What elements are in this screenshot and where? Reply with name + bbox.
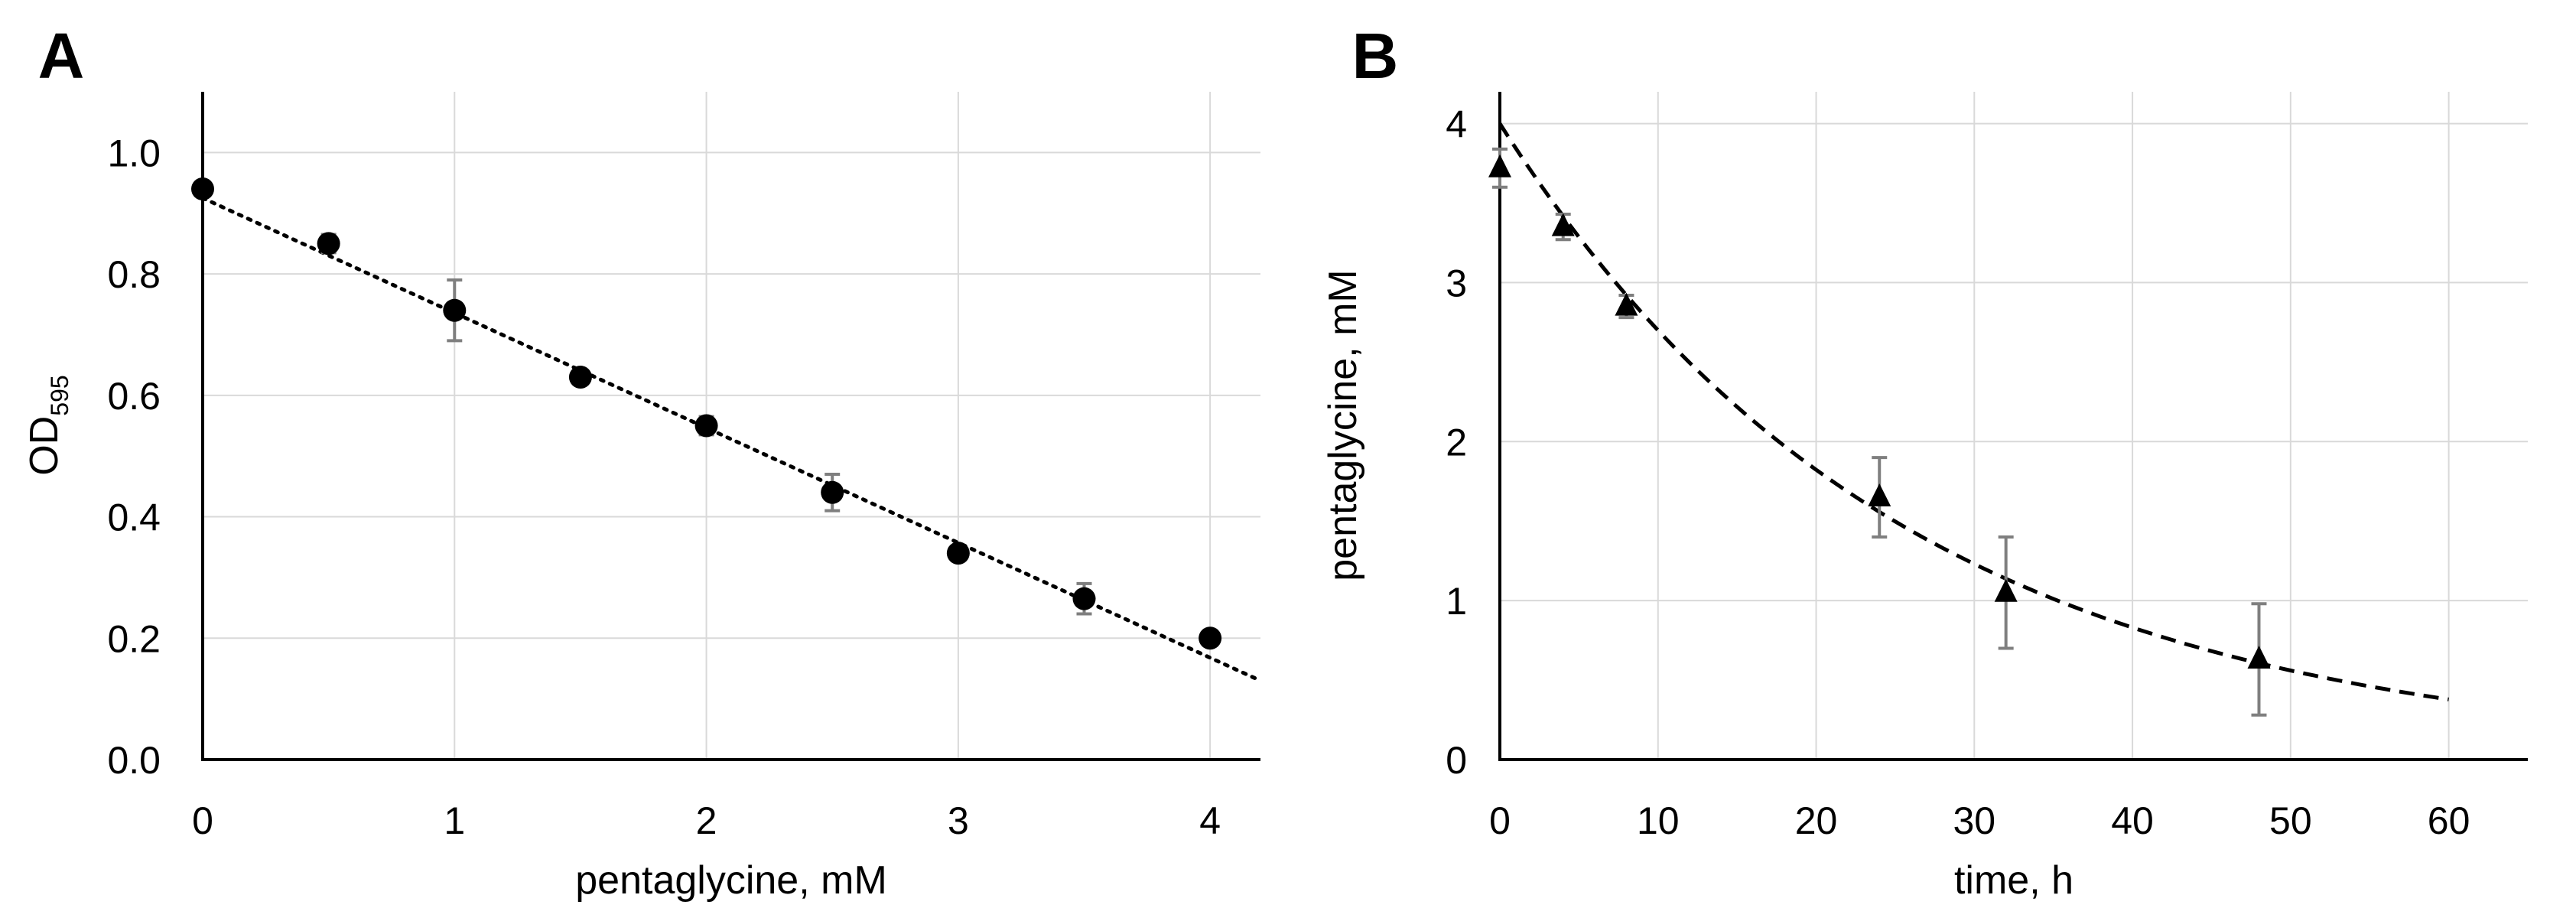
x-tick-label: 3 bbox=[948, 799, 969, 842]
y-axis-title-main: pentaglycine, mM bbox=[1321, 269, 1365, 581]
data-point bbox=[317, 232, 340, 255]
data-point bbox=[1868, 483, 1891, 507]
y-tick-label: 4 bbox=[1446, 103, 1467, 146]
x-tick-label: 60 bbox=[2428, 799, 2470, 842]
y-axis-title: OD595 bbox=[22, 375, 73, 475]
panel-label: B bbox=[1352, 20, 1399, 92]
data-point bbox=[821, 480, 844, 504]
x-tick-label: 4 bbox=[1199, 799, 1221, 842]
data-point bbox=[1615, 292, 1638, 316]
x-tick-label: 0 bbox=[1489, 799, 1511, 842]
y-axis-title-main: OD bbox=[22, 416, 67, 476]
y-tick-label: 0.4 bbox=[107, 496, 161, 539]
trendline bbox=[200, 196, 1263, 683]
trendline bbox=[1498, 122, 2449, 701]
x-tick-label: 30 bbox=[1953, 799, 1995, 842]
data-point bbox=[1072, 587, 1096, 610]
x-axis-title: pentaglycine, mM bbox=[575, 858, 887, 903]
data-point bbox=[443, 298, 467, 322]
data-point bbox=[191, 177, 214, 200]
x-tick-label: 0 bbox=[192, 799, 213, 842]
data-point bbox=[2247, 646, 2271, 669]
y-tick-label: 1 bbox=[1446, 580, 1467, 623]
y-tick-label: 0.2 bbox=[107, 617, 161, 660]
y-tick-label: 0 bbox=[1446, 739, 1467, 782]
data-point bbox=[1994, 578, 2018, 602]
y-tick-label: 0.8 bbox=[107, 253, 161, 296]
data-point bbox=[1488, 154, 1511, 177]
y-tick-label: 1.0 bbox=[107, 132, 161, 174]
panel-label: A bbox=[38, 20, 85, 92]
data-point bbox=[946, 542, 970, 565]
x-tick-label: 50 bbox=[2269, 799, 2312, 842]
data-point bbox=[694, 414, 718, 438]
y-tick-label: 2 bbox=[1446, 421, 1467, 464]
data-point bbox=[568, 366, 592, 389]
x-tick-label: 10 bbox=[1637, 799, 1680, 842]
y-axis-title-subscript: 595 bbox=[46, 375, 73, 415]
x-tick-label: 1 bbox=[444, 799, 465, 842]
x-axis-title: time, h bbox=[1954, 858, 2073, 903]
data-point bbox=[1199, 626, 1222, 650]
y-axis-title: pentaglycine, mM bbox=[1321, 269, 1365, 581]
y-tick-label: 0.0 bbox=[107, 739, 161, 782]
data-point bbox=[1551, 213, 1575, 236]
x-tick-label: 40 bbox=[2111, 799, 2154, 842]
y-tick-label: 0.6 bbox=[107, 375, 161, 418]
y-tick-label: 3 bbox=[1446, 262, 1467, 304]
x-tick-label: 2 bbox=[696, 799, 717, 842]
x-tick-label: 20 bbox=[1795, 799, 1838, 842]
